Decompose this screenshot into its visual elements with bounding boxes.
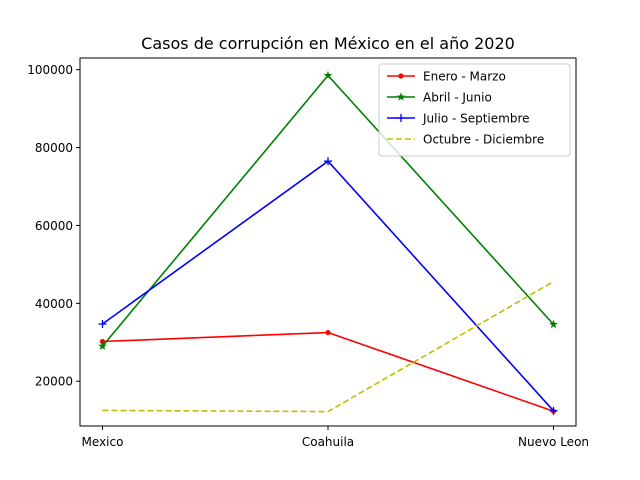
x-tick-label: Coahuila: [302, 435, 354, 449]
data-point: [98, 341, 107, 350]
legend-label: Enero - Marzo: [423, 70, 506, 84]
legend: Enero - Marzo Abril - Junio Julio - Septie…: [378, 63, 571, 157]
legend-label: Julio - Septiembre: [422, 112, 530, 126]
legend-marker: [398, 73, 404, 79]
x-tick-label: Nuevo Leon: [518, 435, 589, 449]
y-tick-label: 100000: [27, 63, 73, 77]
legend-label: Abril - Junio: [423, 91, 492, 105]
y-tick-label: 80000: [35, 141, 73, 155]
data-point: [549, 319, 558, 329]
y-tick-label: 40000: [35, 297, 73, 311]
data-point: [324, 157, 332, 166]
data-point: [98, 319, 107, 328]
series-line: [102, 280, 554, 413]
legend-marker: [396, 92, 406, 101]
x-tick-label: Mexico: [82, 435, 124, 449]
data-point: [99, 338, 106, 345]
legend-box: [378, 63, 571, 157]
data-point: [325, 329, 331, 336]
legend-label: Octubre - Diciembre: [423, 133, 544, 147]
axes-frame: [79, 57, 577, 427]
legend-marker: [397, 114, 405, 122]
y-tick-label: 20000: [35, 375, 73, 389]
plot-area: 20000 40000 60000 80000 100000 Mexico Coahuila…: [27, 63, 589, 449]
chart-title: Casos de corrupción en México en el año …: [141, 34, 515, 53]
data-point: [549, 406, 558, 415]
y-tick-label: 60000: [35, 219, 73, 233]
data-point: [323, 70, 333, 80]
